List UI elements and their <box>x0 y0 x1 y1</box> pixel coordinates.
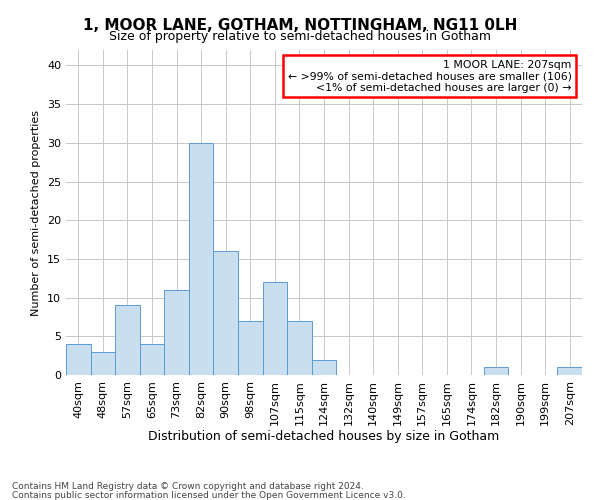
Bar <box>164 290 189 375</box>
Bar <box>263 282 287 375</box>
Text: 1, MOOR LANE, GOTHAM, NOTTINGHAM, NG11 0LH: 1, MOOR LANE, GOTHAM, NOTTINGHAM, NG11 0… <box>83 18 517 32</box>
Bar <box>312 360 336 375</box>
Bar <box>287 321 312 375</box>
Bar <box>238 321 263 375</box>
Text: 1 MOOR LANE: 207sqm
← >99% of semi-detached houses are smaller (106)
<1% of semi: 1 MOOR LANE: 207sqm ← >99% of semi-detac… <box>287 60 572 93</box>
Text: Size of property relative to semi-detached houses in Gotham: Size of property relative to semi-detach… <box>109 30 491 43</box>
Text: Contains public sector information licensed under the Open Government Licence v3: Contains public sector information licen… <box>12 490 406 500</box>
Bar <box>91 352 115 375</box>
Bar <box>484 368 508 375</box>
Bar <box>557 368 582 375</box>
Text: Contains HM Land Registry data © Crown copyright and database right 2024.: Contains HM Land Registry data © Crown c… <box>12 482 364 491</box>
X-axis label: Distribution of semi-detached houses by size in Gotham: Distribution of semi-detached houses by … <box>148 430 500 444</box>
Bar <box>66 344 91 375</box>
Y-axis label: Number of semi-detached properties: Number of semi-detached properties <box>31 110 41 316</box>
Bar <box>140 344 164 375</box>
Bar <box>189 143 214 375</box>
Bar <box>214 251 238 375</box>
Bar <box>115 306 140 375</box>
